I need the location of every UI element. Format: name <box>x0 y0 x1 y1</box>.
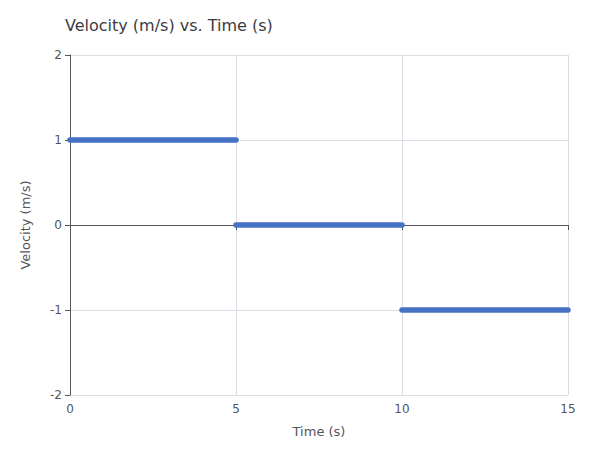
svg-text:10: 10 <box>394 402 409 416</box>
svg-text:Velocity (m/s) vs. Time (s): Velocity (m/s) vs. Time (s) <box>65 16 273 35</box>
svg-text:1: 1 <box>54 133 62 147</box>
svg-text:0: 0 <box>66 402 74 416</box>
svg-text:2: 2 <box>54 48 62 62</box>
svg-text:0: 0 <box>54 218 62 232</box>
svg-text:-2: -2 <box>50 388 62 402</box>
svg-text:-1: -1 <box>50 303 62 317</box>
svg-text:15: 15 <box>560 402 575 416</box>
svg-text:5: 5 <box>232 402 240 416</box>
svg-text:Velocity (m/s): Velocity (m/s) <box>18 180 33 269</box>
svg-text:Time (s): Time (s) <box>292 424 346 439</box>
